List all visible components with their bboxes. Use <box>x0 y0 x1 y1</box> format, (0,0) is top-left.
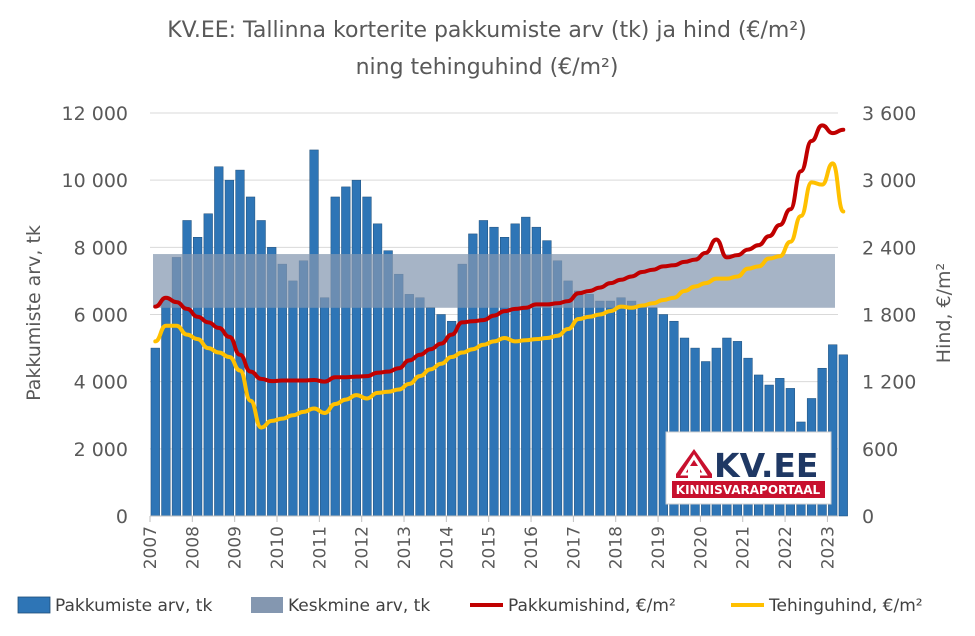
offer-count-bar <box>288 280 298 517</box>
chart-title-line-1: KV.EE: Tallinna korterite pakkumiste arv… <box>167 18 807 43</box>
x-tick-label: 2020 <box>691 526 711 569</box>
y-left-tick-label: 2 000 <box>74 439 128 461</box>
offer-count-bar <box>574 290 584 517</box>
y-left-tick-label: 6 000 <box>74 305 128 327</box>
x-tick-label: 2015 <box>480 526 500 569</box>
legend: Pakkumiste arv, tk Keskmine arv, tk Pakk… <box>17 596 923 616</box>
x-tick-label: 2021 <box>734 526 754 569</box>
y-right-tick-label: 3 600 <box>862 103 916 125</box>
y-right-tick-label: 1 200 <box>862 372 916 394</box>
average-band <box>153 254 835 308</box>
offer-count-bar <box>563 280 573 517</box>
offer-count-bar <box>362 196 372 517</box>
offer-price-line <box>153 123 846 384</box>
legend-swatch-offers <box>17 596 51 614</box>
x-tick-label: 2014 <box>437 526 457 569</box>
x-tick-label: 2013 <box>395 526 415 569</box>
legend-label-band: Keskmine arv, tk <box>288 596 430 616</box>
x-axis-ticks: 2007 2008 2009 2010 2011 2012 2013 2014 2015 2016… <box>141 516 838 569</box>
y-left-tick-label: 10 000 <box>62 170 128 192</box>
offer-count-bar <box>341 186 351 517</box>
offer-count-bar <box>605 300 616 517</box>
y-right-tick-label: 1 800 <box>862 305 916 327</box>
x-tick-label: 2016 <box>522 526 542 569</box>
logo-brand: KV.EE <box>714 446 818 485</box>
x-tick-label: 2019 <box>649 526 669 569</box>
legend-label-offer-price: Pakkumishind, €/m² <box>508 596 676 616</box>
offer-count-bar <box>425 307 436 517</box>
offer-count-bar <box>224 179 234 517</box>
offer-count-bar <box>584 294 594 517</box>
offer-count-bar <box>595 300 605 517</box>
y-right-tick-label: 2 400 <box>862 237 916 259</box>
offer-count-bar <box>415 297 425 517</box>
right-axis-ticks: 0 600 1 200 1 800 2 400 3 000 3 600 <box>862 103 916 528</box>
offer-count-bar <box>838 354 848 517</box>
line-series <box>153 123 846 430</box>
x-tick-label: 2009 <box>226 526 246 569</box>
offer-count-bar <box>637 304 647 517</box>
x-tick-label: 2007 <box>141 526 161 569</box>
offer-count-bar <box>320 297 330 517</box>
x-tick-label: 2010 <box>268 526 288 569</box>
offer-count-bar <box>330 196 340 517</box>
x-tick-label: 2023 <box>818 526 838 569</box>
offer-count-bar <box>404 294 414 517</box>
y-right-tick-label: 0 <box>862 506 874 528</box>
offer-count-bar <box>309 149 319 517</box>
offer-count-bar <box>394 273 404 517</box>
offer-count-bar <box>150 347 160 517</box>
house-icon <box>676 449 712 478</box>
offer-count-bar <box>616 297 626 517</box>
offer-count-bar <box>447 320 457 517</box>
legend-swatch-band <box>251 597 283 613</box>
chart-title-line-2: ning tehinguhind (€/m²) <box>356 55 619 80</box>
x-tick-label: 2017 <box>564 526 584 569</box>
offer-count-bar <box>235 169 245 517</box>
kv-ee-logo: KV.EE KINNISVARAPORTAAL <box>665 431 832 505</box>
legend-label-transaction-price: Tehinguhind, €/m² <box>768 596 923 616</box>
transaction-price-line <box>153 161 846 430</box>
legend-label-offers: Pakkumiste arv, tk <box>55 596 212 616</box>
y-right-tick-label: 3 000 <box>862 170 916 192</box>
x-tick-label: 2022 <box>776 526 796 569</box>
left-axis-ticks: 0 2 000 4 000 6 000 8 000 10 000 12 000 <box>62 103 128 528</box>
x-tick-label: 2012 <box>353 526 373 569</box>
logo-tagline: KINNISVARAPORTAAL <box>676 483 821 497</box>
y-axis-left-label: Pakkumiste arv, tk <box>23 225 45 401</box>
y-right-tick-label: 600 <box>862 439 898 461</box>
y-left-tick-label: 0 <box>116 506 128 528</box>
y-left-tick-label: 4 000 <box>74 372 128 394</box>
y-left-tick-label: 12 000 <box>62 103 128 125</box>
y-left-tick-label: 8 000 <box>74 237 128 259</box>
offer-count-bar <box>648 307 658 517</box>
offer-count-bar <box>245 196 256 517</box>
logo-tagline-bar <box>672 481 825 498</box>
x-tick-label: 2011 <box>310 526 330 569</box>
offer-count-bar <box>627 300 637 517</box>
average-band-rect <box>153 254 835 308</box>
y-axis-right-label: Hind, €/m² <box>933 263 955 363</box>
x-tick-label: 2018 <box>607 526 627 569</box>
offer-count-bar <box>351 179 361 517</box>
offer-count-bar <box>214 166 224 517</box>
x-tick-label: 2008 <box>183 526 203 569</box>
